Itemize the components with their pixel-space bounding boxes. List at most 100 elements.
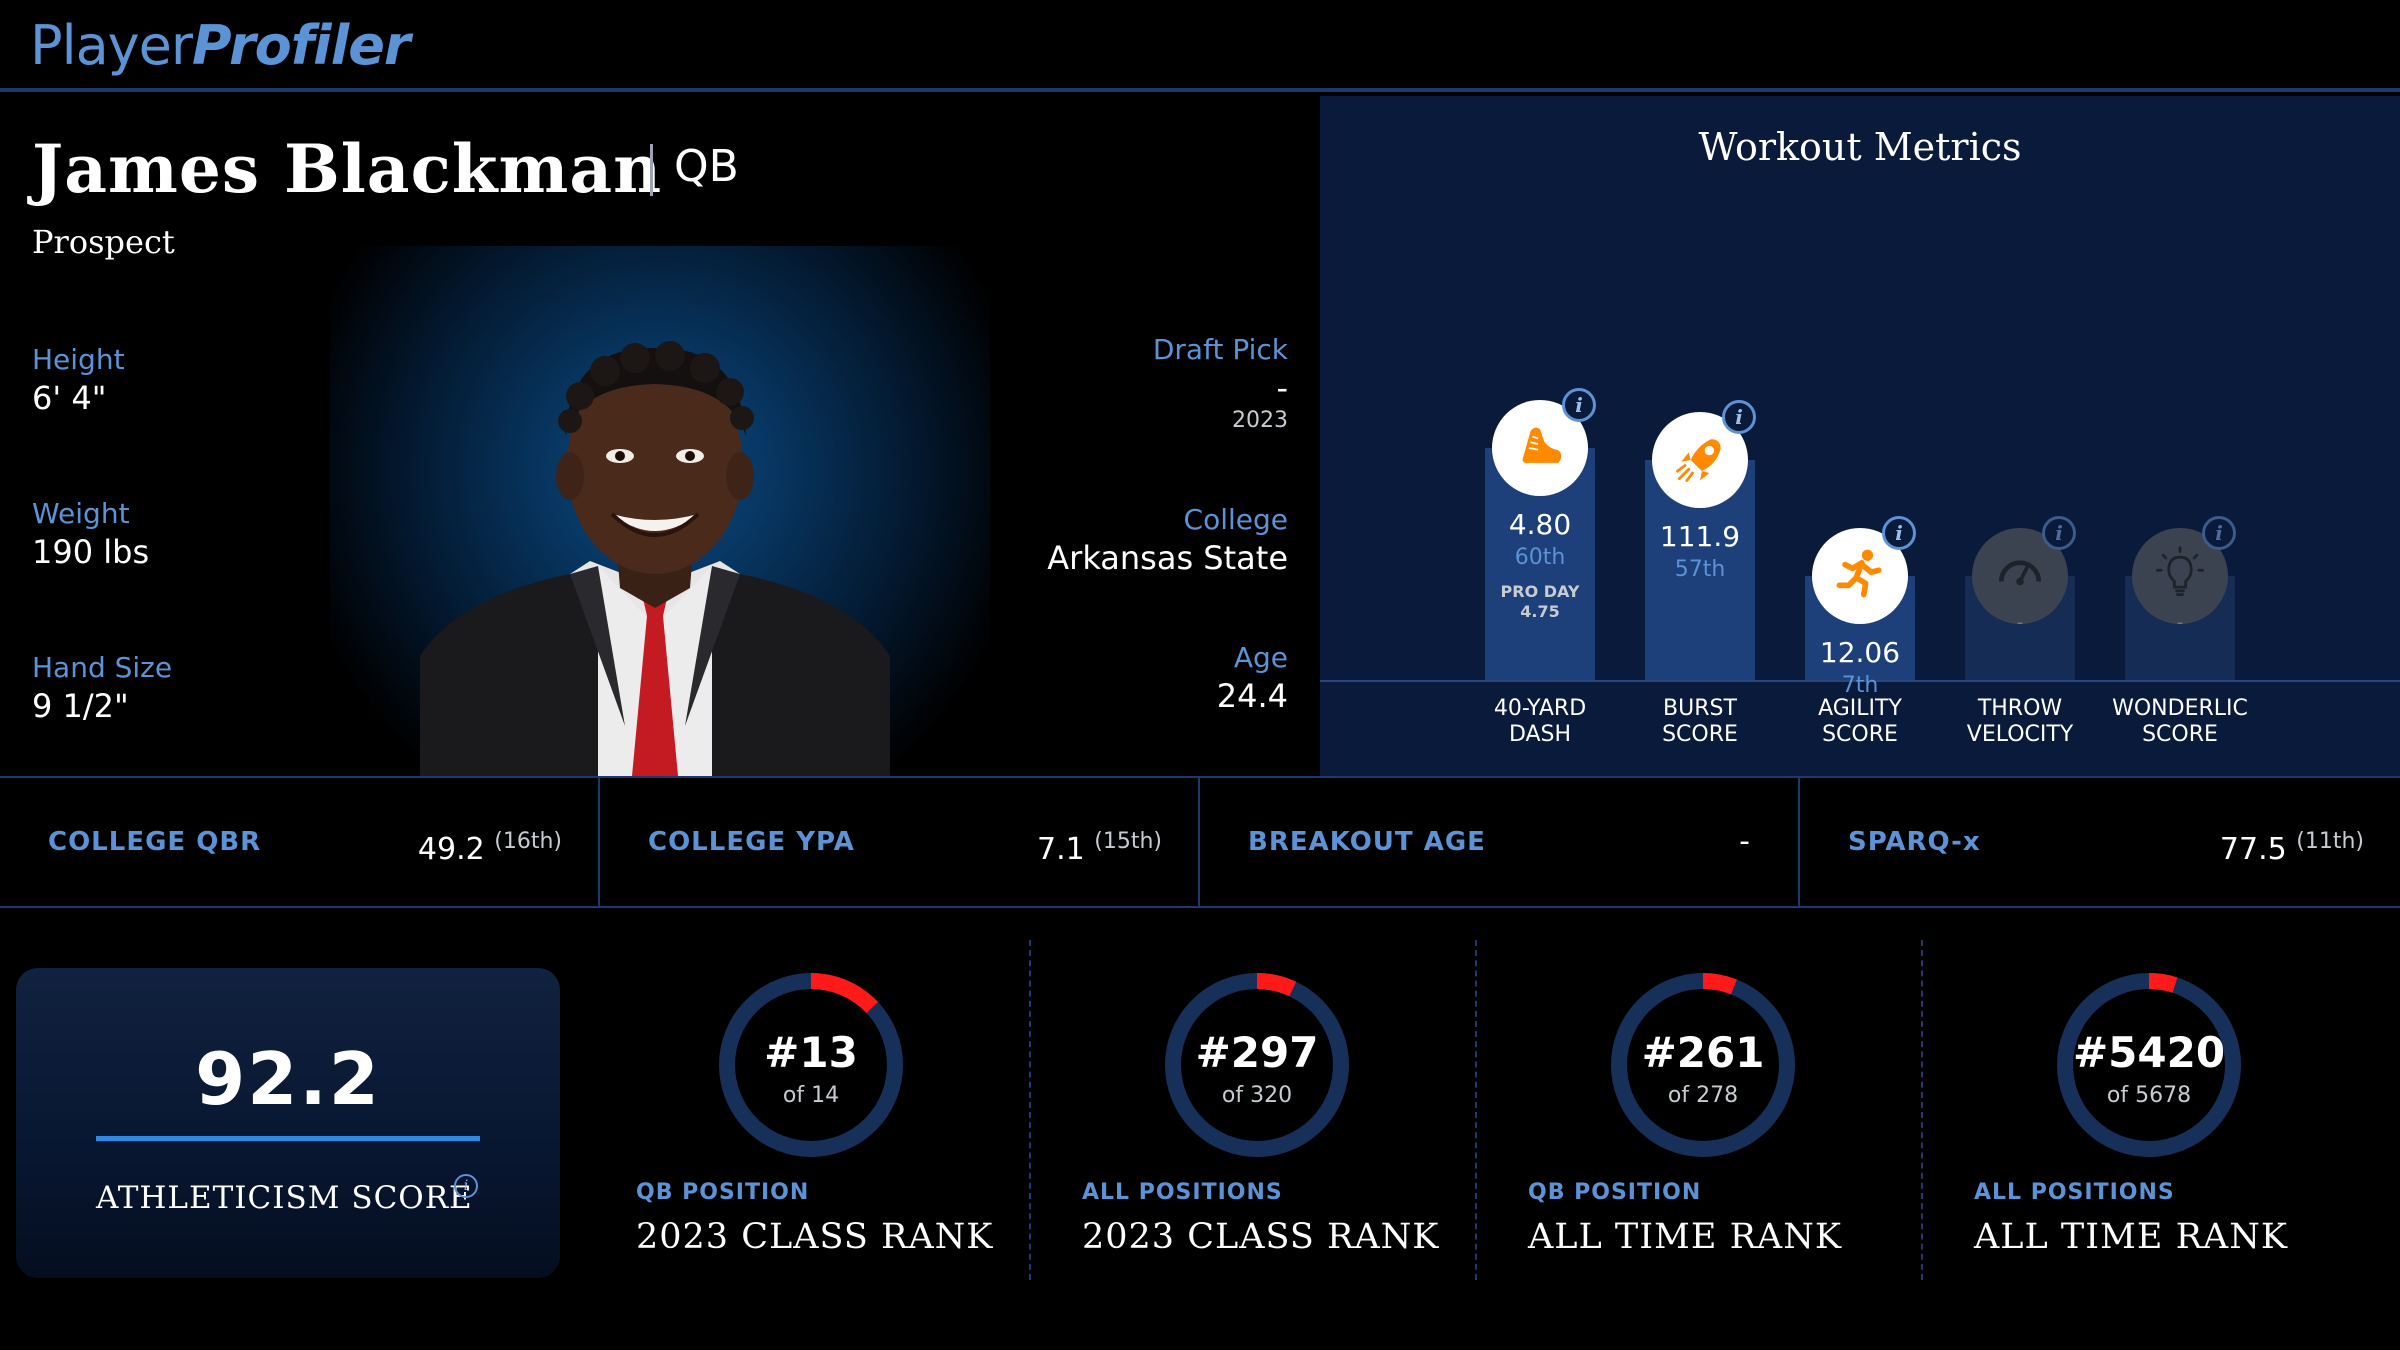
stat-number: 49.2 bbox=[417, 832, 485, 867]
info-icon[interactable]: i bbox=[1562, 388, 1596, 422]
rank-total: of 278 bbox=[1667, 1083, 1739, 1108]
speedometer-icon bbox=[1990, 544, 2050, 608]
rank-ring-progress bbox=[719, 973, 903, 1157]
rank-card: #261 of 278 QB POSITION ALL TIME RANK bbox=[1528, 940, 1974, 1280]
info-icon[interactable]: i bbox=[2042, 516, 2076, 550]
rank-number: #261 bbox=[1641, 1028, 1765, 1077]
metric-icon-circle bbox=[1972, 528, 2068, 624]
top-bar: PlayerProfiler bbox=[0, 0, 2400, 92]
draft-pick-label: Draft Pick bbox=[1152, 333, 1288, 366]
name-divider bbox=[650, 144, 653, 196]
rank-ring-progress bbox=[2057, 973, 2241, 1157]
logo-part-2: Profiler bbox=[192, 14, 410, 77]
workout-metrics-title: Workout Metrics bbox=[1698, 125, 2022, 169]
logo-part-1: Player bbox=[30, 14, 193, 77]
runner-icon bbox=[1830, 544, 1890, 608]
player-photo bbox=[420, 341, 890, 776]
metric-label-line: BURST bbox=[1663, 696, 1737, 721]
player-bio-panel: James Blackman QB Prospect Height 6' 4" … bbox=[0, 96, 1320, 776]
rank-card: #297 of 320 ALL POSITIONS 2023 CLASS RANK bbox=[1082, 940, 1528, 1280]
hand-size-label: Hand Size bbox=[32, 651, 173, 684]
stat-label[interactable]: BREAKOUT AGE bbox=[1248, 827, 1486, 857]
info-icon[interactable]: i bbox=[1882, 516, 1916, 550]
rank-ring-progress bbox=[1611, 973, 1795, 1157]
stat-number: 7.1 bbox=[1037, 832, 1085, 867]
rank-title: 2023 CLASS RANK bbox=[636, 1217, 994, 1257]
rank-total: of 14 bbox=[782, 1083, 840, 1108]
rank-scope: ALL POSITIONS bbox=[1082, 1180, 1283, 1205]
stat-value: 7.1 (15th) bbox=[1037, 822, 1162, 870]
metric-percentile: 7th bbox=[1841, 673, 1879, 698]
stat-value: 49.2 (16th) bbox=[418, 822, 562, 870]
stat-rank: (15th) bbox=[1094, 829, 1162, 854]
metric-label: AGILITY SCORE bbox=[1780, 696, 1940, 748]
stat-number: - bbox=[1739, 824, 1750, 859]
chart-baseline bbox=[1320, 680, 2400, 682]
stat-label[interactable]: COLLEGE QBR bbox=[48, 827, 262, 857]
stat-value: 77.5 (11th) bbox=[2220, 822, 2364, 870]
rank-scope: QB POSITION bbox=[636, 1180, 810, 1205]
player-name: James Blackman bbox=[32, 130, 663, 208]
metric-value: - bbox=[2016, 612, 2024, 633]
weight-label: Weight bbox=[32, 497, 130, 530]
metric-value: 111.9 bbox=[1659, 520, 1741, 553]
rank-total: of 320 bbox=[1221, 1083, 1293, 1108]
stat-rank: (11th) bbox=[2296, 829, 2364, 854]
stat-number: 77.5 bbox=[2219, 832, 2287, 867]
stat-label[interactable]: COLLEGE YPA bbox=[648, 827, 855, 857]
metric-label: BURST SCORE bbox=[1620, 696, 1780, 748]
age-label: Age bbox=[1233, 641, 1288, 674]
workout-metrics-panel: Workout Metrics i 4.80 60th PRO DAY 4.75 40-Y… bbox=[1320, 96, 2400, 776]
rank-ring bbox=[2057, 973, 2241, 1157]
metric-label-line: AGILITY bbox=[1818, 696, 1902, 721]
height-value: 6' 4" bbox=[32, 379, 107, 417]
college-label: College bbox=[1183, 503, 1288, 536]
metric-label: 40-YARD DASH bbox=[1460, 696, 1620, 748]
rank-divider bbox=[1029, 940, 1031, 1280]
stat-college-qbr: COLLEGE QBR 49.2 (16th) bbox=[0, 778, 600, 906]
draft-year: 2023 bbox=[1232, 408, 1288, 433]
rank-title: ALL TIME RANK bbox=[1974, 1217, 2288, 1257]
stat-label[interactable]: SPARQ-x bbox=[1848, 827, 1981, 857]
info-icon[interactable]: i bbox=[2202, 516, 2236, 550]
metric-label-line: SCORE bbox=[1822, 722, 1898, 747]
info-icon[interactable]: i bbox=[1722, 400, 1756, 434]
rank-divider bbox=[1921, 940, 1923, 1280]
metric-label-line: WONDERLIC bbox=[2112, 696, 2248, 721]
stat-rank: (16th) bbox=[494, 829, 562, 854]
rank-number: #13 bbox=[764, 1028, 858, 1077]
rank-scope: ALL POSITIONS bbox=[1974, 1180, 2175, 1205]
rank-ring bbox=[719, 973, 903, 1157]
pro-day-label: PRO DAY bbox=[1500, 582, 1580, 601]
stat-value: - bbox=[1739, 822, 1750, 862]
metric-label: WONDERLIC SCORE bbox=[2100, 696, 2260, 748]
rank-ring-progress bbox=[1165, 973, 1349, 1157]
pro-day-value: 4.75 bbox=[1520, 602, 1560, 621]
rank-ring bbox=[1165, 973, 1349, 1157]
college-stats-row: COLLEGE QBR 49.2 (16th) COLLEGE YPA 7.1 … bbox=[0, 776, 2400, 908]
athleticism-score-bar bbox=[96, 1136, 480, 1141]
athleticism-score-card: 92.2 ATHLETICISM SCORE i bbox=[16, 968, 560, 1278]
weight-value: 190 lbs bbox=[32, 533, 150, 571]
rank-card: #13 of 14 QB POSITION 2023 CLASS RANK bbox=[636, 940, 1082, 1280]
player-status: Prospect bbox=[32, 223, 175, 261]
info-icon[interactable]: i bbox=[454, 1174, 478, 1198]
stat-breakout-age: BREAKOUT AGE - bbox=[1200, 778, 1800, 906]
rank-ring bbox=[1611, 973, 1795, 1157]
college-value: Arkansas State bbox=[1047, 539, 1288, 577]
athleticism-score-value: 92.2 bbox=[195, 1037, 381, 1121]
hand-size-value: 9 1/2" bbox=[32, 687, 129, 725]
height-label: Height bbox=[32, 343, 125, 376]
rank-number: #5420 bbox=[2072, 1028, 2226, 1077]
lightbulb-icon bbox=[2150, 544, 2210, 608]
rank-number: #297 bbox=[1195, 1028, 1319, 1077]
site-logo[interactable]: PlayerProfiler bbox=[30, 14, 410, 78]
rank-title: ALL TIME RANK bbox=[1528, 1217, 1842, 1257]
stat-college-ypa: COLLEGE YPA 7.1 (15th) bbox=[600, 778, 1200, 906]
metric-label: THROW VELOCITY bbox=[1940, 696, 2100, 748]
rank-title: 2023 CLASS RANK bbox=[1082, 1217, 1440, 1257]
running-shoe-icon bbox=[1510, 416, 1570, 480]
metric-label-line: SCORE bbox=[1662, 722, 1738, 747]
player-position: QB bbox=[674, 141, 739, 192]
rank-divider bbox=[1475, 940, 1477, 1280]
